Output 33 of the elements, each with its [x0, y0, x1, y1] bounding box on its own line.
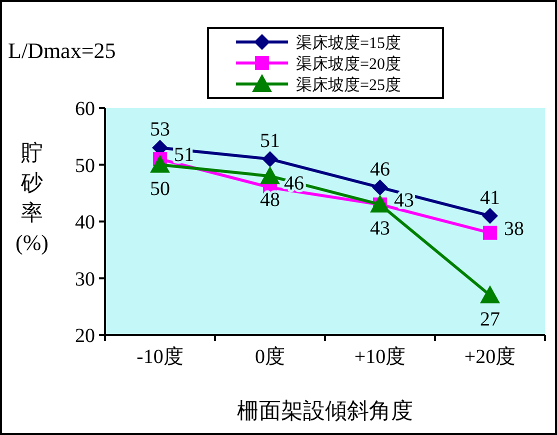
legend-label: 渠床坡度=15度: [296, 34, 402, 52]
y-tick-label: 20: [75, 325, 95, 347]
y-tick-label: 60: [75, 98, 95, 120]
data-label: 53: [150, 118, 170, 141]
point: [483, 226, 497, 240]
data-label: 51: [260, 130, 280, 152]
x-tick-label: -10度: [136, 346, 184, 368]
data-label: 41: [480, 186, 500, 209]
y-tick-label: 30: [75, 268, 95, 290]
x-tick-label: +20度: [464, 346, 516, 368]
y-tick-label: 50: [75, 154, 95, 177]
x-tick-label: +10度: [354, 346, 406, 368]
data-label: 27: [480, 308, 500, 330]
data-label: 48: [260, 189, 280, 212]
point: [482, 208, 498, 224]
data-label: 38: [504, 218, 524, 240]
x-axis-title: 柵面架設傾斜角度: [237, 398, 413, 423]
point: [260, 166, 280, 184]
point: [262, 151, 278, 168]
data-label: 43: [394, 189, 414, 212]
text: L/Dmax=25: [8, 38, 116, 63]
y-axis-title: 貯砂率(%): [16, 140, 48, 255]
x-tick-label: 0度: [255, 346, 285, 368]
point: [480, 285, 500, 304]
y-tick-label: 40: [75, 212, 95, 234]
point: [150, 154, 170, 173]
data-label: 50: [150, 178, 170, 200]
data-label: 43: [370, 217, 390, 240]
legend-label: 渠床坡度=20度: [296, 55, 402, 73]
data-label: 46: [370, 158, 390, 180]
point: [372, 179, 388, 196]
point: [370, 194, 390, 212]
legend-label: 渠床坡度=25度: [296, 76, 402, 94]
